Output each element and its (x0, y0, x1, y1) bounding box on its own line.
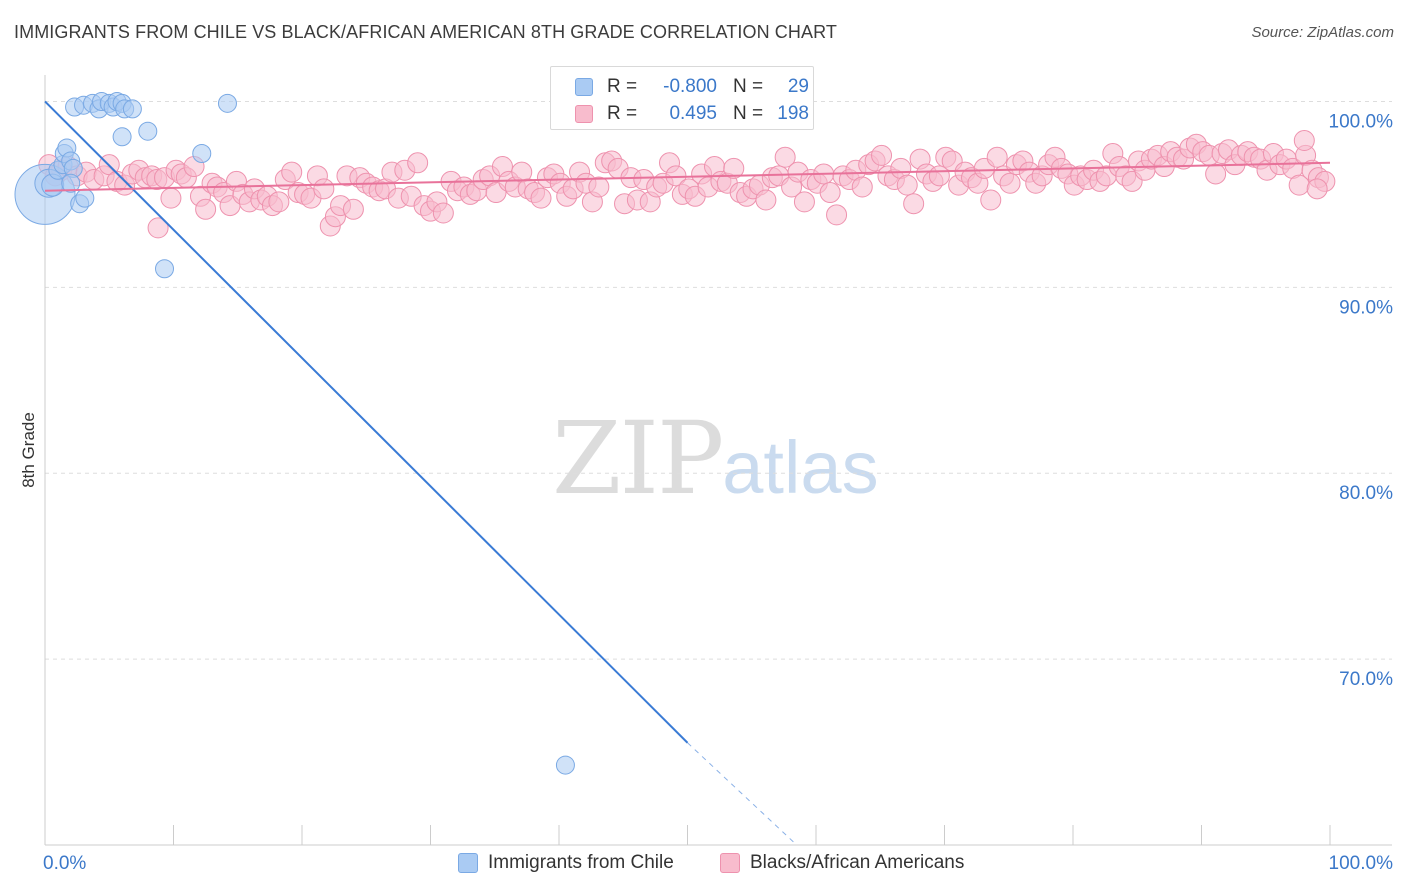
black-point (407, 152, 429, 174)
black-point (851, 176, 873, 198)
chile-point (155, 259, 175, 279)
stats-legend: R = -0.800 N = 29 R = 0.495 N = 198 (550, 66, 814, 130)
black-r-value: 0.495 (669, 103, 717, 124)
y-tick-label: 90.0% (1339, 297, 1393, 318)
chile-point (138, 121, 158, 141)
r-label: R = (607, 103, 638, 124)
black-n-value: 198 (777, 103, 809, 124)
legend-item-black[interactable]: Blacks/African Americans (720, 852, 964, 874)
chile-point (112, 127, 132, 147)
black-point (896, 174, 918, 196)
chile-point (75, 188, 95, 208)
black-point (1306, 178, 1328, 200)
chart-title: IMMIGRANTS FROM CHILE VS BLACK/AFRICAN A… (14, 22, 837, 42)
chile-point (555, 755, 575, 775)
legend-black-swatch (720, 853, 740, 873)
points-layer (14, 91, 1336, 775)
black-point (819, 182, 841, 204)
trend-layer (44, 100, 1331, 846)
black-point (999, 172, 1021, 194)
black-swatch (575, 105, 593, 123)
x-tick-label-min: 0.0% (43, 853, 86, 874)
chile-trend-line (44, 100, 689, 744)
black-point (160, 187, 182, 209)
series-legend: Immigrants from Chile Blacks/African Ame… (0, 852, 1406, 878)
chile-point (217, 93, 237, 113)
black-point (195, 198, 217, 220)
black-point (774, 146, 796, 168)
y-axis-label: 8th Grade (19, 412, 38, 488)
black-point (1205, 163, 1227, 185)
watermark: ZIPatlas (552, 400, 879, 517)
chile-point (192, 144, 212, 164)
chile-r-value: -0.800 (663, 76, 717, 97)
black-point (793, 191, 815, 213)
legend-chile-swatch (458, 853, 478, 873)
black-point (903, 193, 925, 215)
black-point (1293, 130, 1315, 152)
black-point (871, 144, 893, 166)
n-label: N = (733, 103, 764, 124)
black-point (588, 176, 610, 198)
chile-trend-extension (687, 742, 798, 846)
black-trend-line (44, 161, 1331, 192)
legend-chile-label: Immigrants from Chile (488, 852, 674, 873)
legend-item-chile[interactable]: Immigrants from Chile (458, 852, 674, 874)
black-point (342, 198, 364, 220)
black-point (530, 187, 552, 209)
watermark-atlas: atlas (722, 426, 879, 509)
legend-black-label: Blacks/African Americans (750, 852, 965, 873)
y-tick-label: 70.0% (1339, 669, 1393, 690)
black-point (313, 178, 335, 200)
x-tick-label-max: 100.0% (1329, 853, 1394, 874)
black-point (986, 146, 1008, 168)
black-point (723, 157, 745, 179)
source-label: Source: ZipAtlas.com (1251, 24, 1394, 41)
chile-point (61, 173, 81, 193)
y-tick-label: 80.0% (1339, 483, 1393, 504)
stats-legend-row-black: R = 0.495 N = 198 (575, 102, 809, 126)
y-tick-label: 100.0% (1329, 111, 1394, 132)
stats-legend-row-chile: R = -0.800 N = 29 (575, 75, 809, 99)
chile-swatch (575, 78, 593, 96)
watermark-zip: ZIP (552, 400, 724, 517)
n-label: N = (733, 76, 764, 97)
black-point (147, 217, 169, 239)
chile-point (122, 99, 142, 119)
black-point (432, 202, 454, 224)
chile-n-value: 29 (787, 76, 809, 97)
r-label: R = (607, 76, 638, 97)
black-point (281, 161, 303, 183)
label-layer: 70.0% 80.0% 90.0% 100.0% 0.0% 100.0% 8th Grade (19, 111, 1393, 874)
black-point (826, 204, 848, 226)
black-point (268, 191, 290, 213)
black-point (755, 189, 777, 211)
black-point (980, 189, 1002, 211)
